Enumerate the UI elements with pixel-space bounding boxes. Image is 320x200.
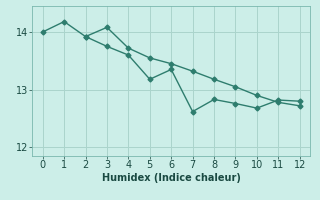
X-axis label: Humidex (Indice chaleur): Humidex (Indice chaleur) (102, 173, 241, 183)
